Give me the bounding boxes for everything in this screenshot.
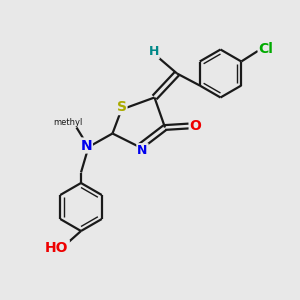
Text: N: N xyxy=(137,144,148,157)
Text: methyl: methyl xyxy=(53,118,82,127)
Text: Cl: Cl xyxy=(259,42,274,56)
Text: O: O xyxy=(190,119,202,133)
Text: H: H xyxy=(148,45,159,58)
Text: N: N xyxy=(80,139,92,152)
Text: HO: HO xyxy=(45,241,69,254)
Text: S: S xyxy=(116,100,127,114)
